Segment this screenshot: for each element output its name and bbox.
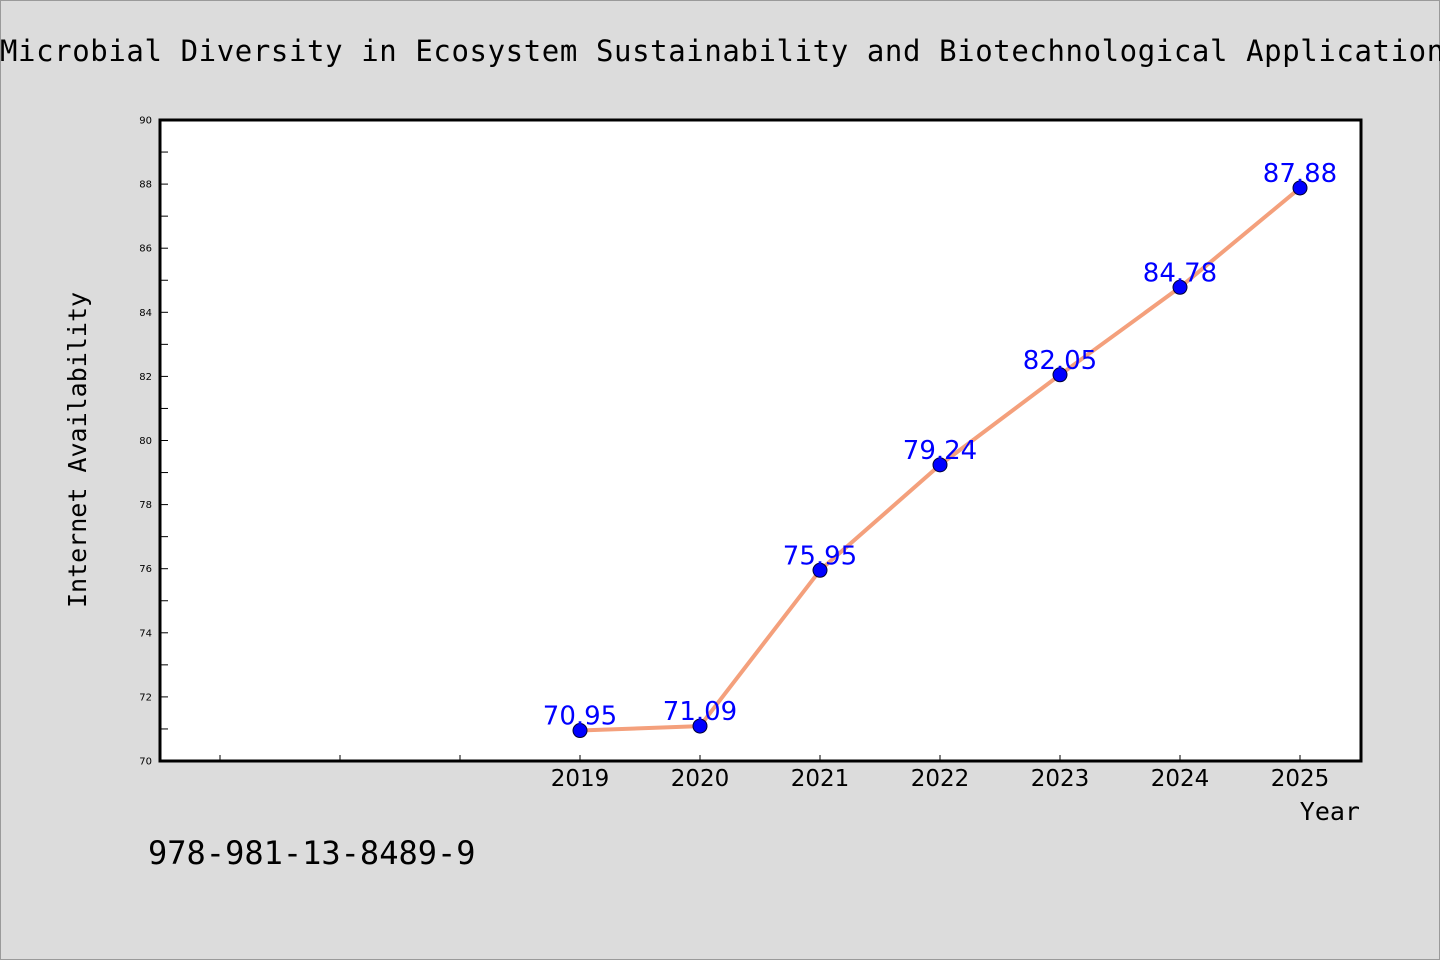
y-tick-label: 70	[139, 757, 152, 768]
data-point	[572, 723, 588, 739]
plot-area	[160, 120, 1361, 761]
data-label: 79.24	[903, 436, 977, 466]
x-axis-ticks: 2019 2020 2021 2022 2023 2024 2025	[219, 755, 1330, 792]
x-tick-label: 2020	[671, 766, 730, 792]
data-label: 84.78	[1143, 258, 1217, 288]
y-tick-label: 86	[139, 244, 152, 255]
x-tick-label: 2024	[1151, 766, 1210, 792]
chart-title: Microbial Diversity in Ecosystem Sustain…	[0, 34, 1440, 68]
data-label: 87.88	[1263, 159, 1337, 189]
y-tick-label: 80	[139, 436, 152, 447]
y-tick-label: 90	[139, 116, 152, 127]
y-tick-label: 82	[139, 372, 152, 383]
data-label: 71.09	[663, 697, 737, 727]
x-tick-label: 2021	[791, 766, 850, 792]
x-axis-label: Year	[1300, 797, 1360, 826]
x-tick-label: 2023	[1031, 766, 1090, 792]
y-tick-label: 78	[139, 500, 152, 511]
series-group: 70.95 71.09 75.95 79.24 82.05 84.78 87.88	[543, 159, 1337, 739]
y-axis-label: Internet Availability	[63, 292, 92, 608]
data-point	[812, 562, 828, 578]
data-label: 70.95	[543, 702, 617, 732]
x-tick-label: 2025	[1271, 766, 1330, 792]
isbn-text: 978-981-13-8489-9	[148, 834, 476, 872]
plot-frame	[158, 118, 1363, 763]
x-tick-label: 2022	[911, 766, 970, 792]
x-tick-label: 2019	[551, 766, 610, 792]
y-tick-label: 84	[139, 308, 152, 319]
y-tick-label: 76	[139, 564, 152, 575]
y-tick-label: 74	[139, 628, 152, 639]
data-point	[1292, 180, 1308, 196]
data-point	[692, 718, 708, 734]
data-label: 82.05	[1023, 346, 1097, 376]
data-label: 75.95	[783, 541, 857, 571]
data-point	[1172, 279, 1188, 295]
y-tick-label: 72	[139, 692, 152, 703]
y-tick-label: 88	[139, 180, 152, 191]
data-point	[1052, 367, 1068, 383]
data-point	[932, 457, 948, 473]
